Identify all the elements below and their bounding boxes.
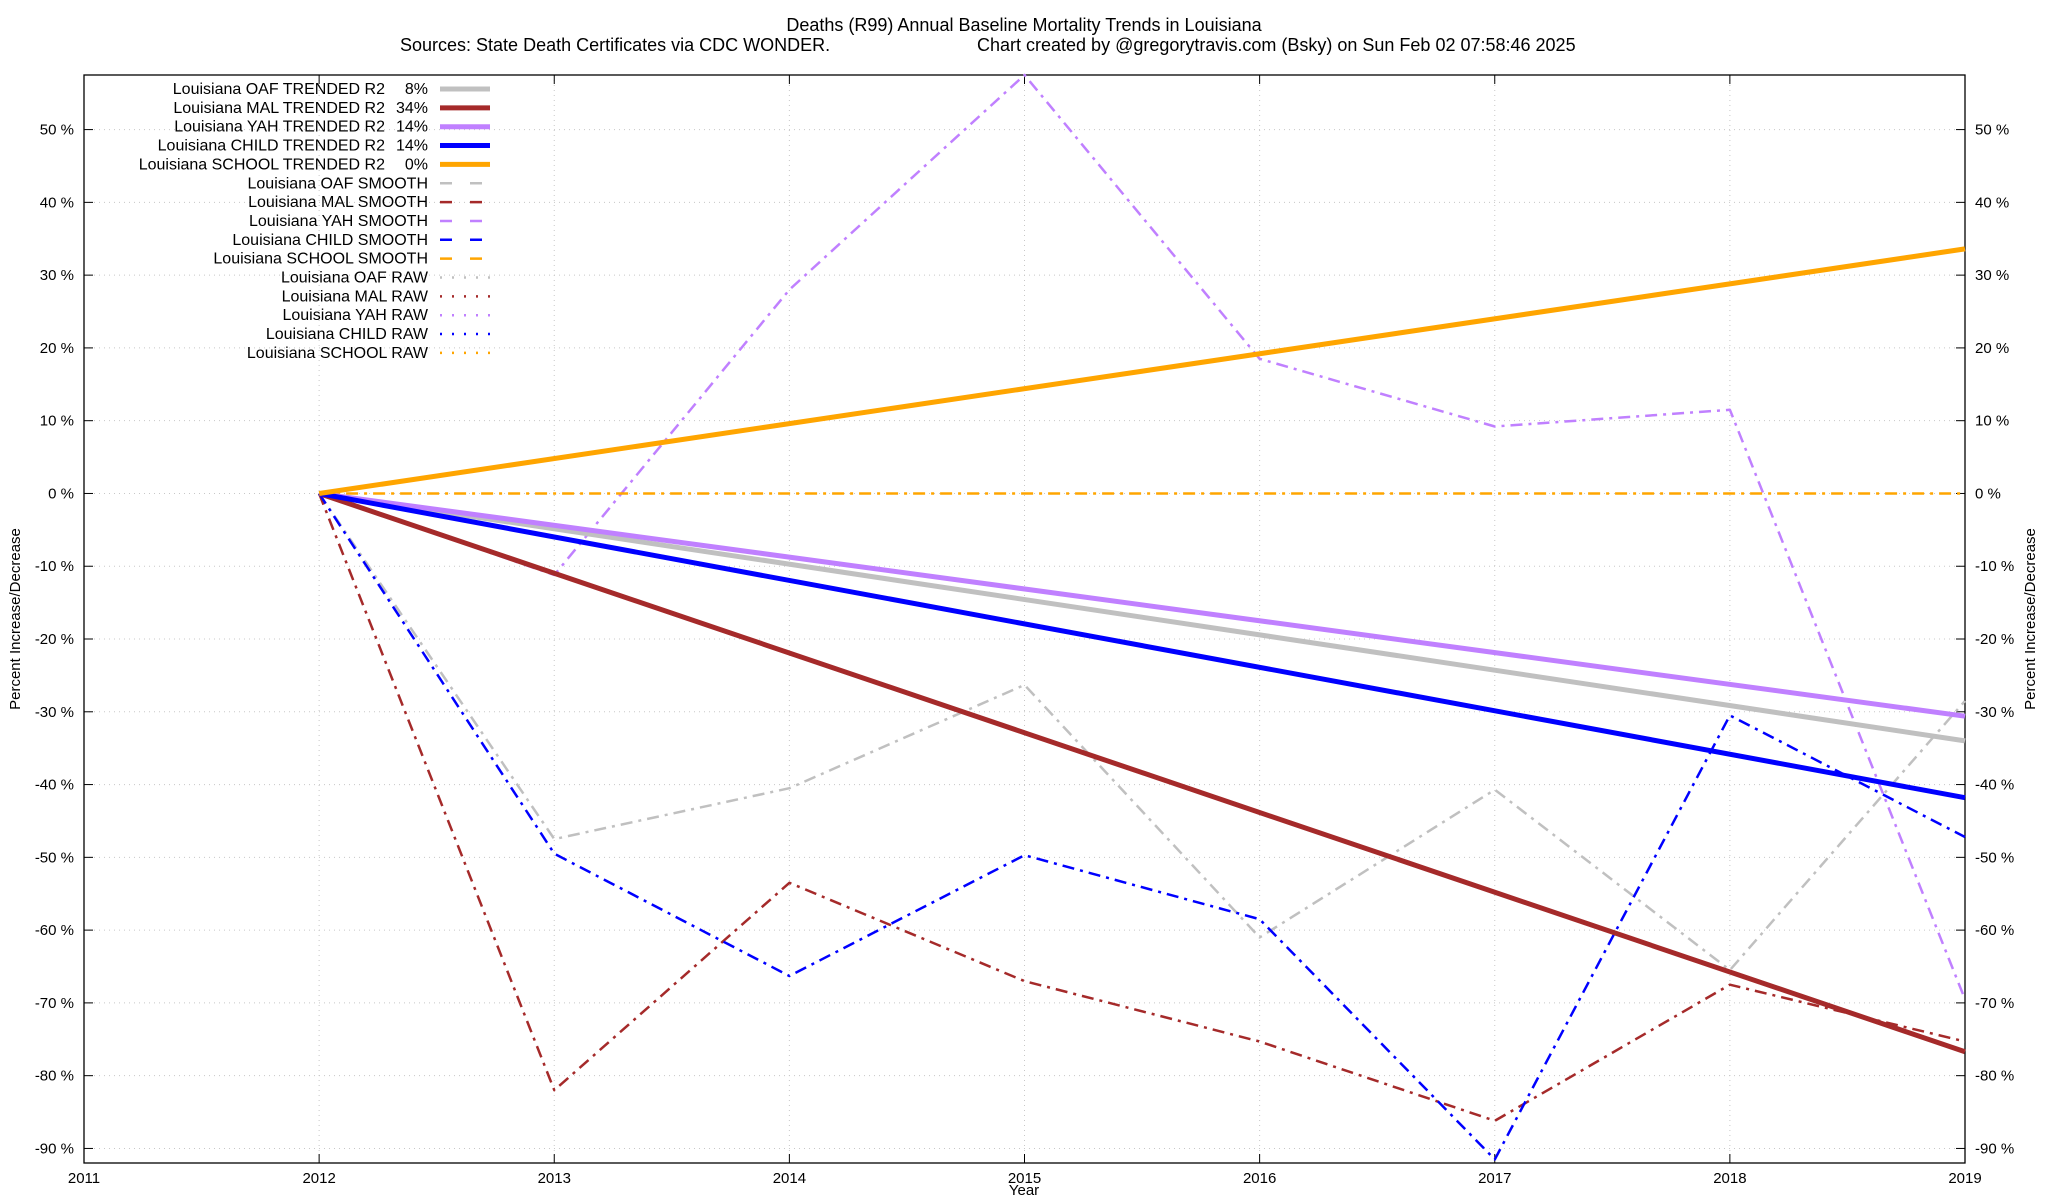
legend-label: Louisiana OAF TRENDED R2 <box>173 81 385 98</box>
y-tick-label-right: 40 % <box>1975 194 2009 211</box>
y-tick-label-left: -50 % <box>35 849 74 866</box>
y-tick-label-right: -40 % <box>1975 777 2014 794</box>
y-tick-label-left: 30 % <box>40 267 74 284</box>
y-tick-label-right: -60 % <box>1975 922 2014 939</box>
legend-label: Louisiana YAH TRENDED R2 <box>174 119 385 136</box>
y-tick-label-left: -70 % <box>35 995 74 1012</box>
legend-r2-value: 14% <box>396 119 428 136</box>
y-tick-label-right: 30 % <box>1975 267 2009 284</box>
y-tick-label-left: -20 % <box>35 631 74 648</box>
series-line-louisiana-school-trended-r2 <box>318 246 1966 496</box>
y-tick-label-right: -80 % <box>1975 1068 2014 1085</box>
series-line-louisiana-mal-smooth <box>317 493 1966 1123</box>
y-tick-label-left: -80 % <box>35 1068 74 1085</box>
y-tick-label-right: -20 % <box>1975 631 2014 648</box>
legend-label: Louisiana OAF SMOOTH <box>248 175 429 192</box>
legend: Louisiana OAF TRENDED R2 8% Louisiana MAL … <box>139 81 490 362</box>
y-tick-label-right: 50 % <box>1975 122 2009 139</box>
legend-label: Louisiana SCHOOL RAW <box>247 345 429 362</box>
legend-label: Louisiana MAL RAW <box>282 288 429 305</box>
y-axis-label-left: Percent Increase/Decrease <box>7 528 24 710</box>
x-tick-label: 2014 <box>773 1170 806 1187</box>
axis-ticks: 50 % 50 % 40 % 40 % 30 % 30 % 20 % 20 % 10 % 10 %… <box>35 75 2014 1187</box>
y-tick-label-right: -10 % <box>1975 558 2014 575</box>
y-tick-label-left: -40 % <box>35 777 74 794</box>
y-axis-label-right: Percent Increase/Decrease <box>2022 528 2039 710</box>
y-tick-label-right: 20 % <box>1975 340 2009 357</box>
x-tick-label: 2015 <box>1008 1170 1041 1187</box>
y-tick-label-left: 10 % <box>40 413 74 430</box>
series-line-louisiana-mal-trended-r2 <box>318 491 1966 1055</box>
series-line-louisiana-child-trended-r2 <box>318 491 1966 801</box>
chart-title: Deaths (R99) Annual Baseline Mortality T… <box>786 15 1262 35</box>
y-tick-label-left: 50 % <box>40 122 74 139</box>
legend-label: Louisiana CHILD SMOOTH <box>232 232 428 249</box>
chart-subtitle-right: Chart created by @gregorytravis.com (Bsk… <box>977 35 1576 55</box>
legend-r2-value: 8% <box>405 81 428 98</box>
y-tick-label-right: 0 % <box>1975 485 2001 502</box>
legend-label: Louisiana MAL TRENDED R2 <box>173 100 385 117</box>
legend-label: Louisiana YAH RAW <box>282 307 428 324</box>
x-tick-label: 2018 <box>1713 1170 1746 1187</box>
y-tick-label-left: -10 % <box>35 558 74 575</box>
legend-r2-value: 34% <box>396 100 428 117</box>
chart-subtitle-left: Sources: State Death Certificates via CD… <box>400 35 830 55</box>
series-line-louisiana-child-smooth <box>318 492 1966 1161</box>
y-tick-label-right: -70 % <box>1975 995 2014 1012</box>
legend-r2-value: 14% <box>396 138 428 155</box>
x-tick-label: 2013 <box>538 1170 571 1187</box>
legend-label: Louisiana YAH SMOOTH <box>249 213 428 230</box>
y-tick-label-left: -60 % <box>35 922 74 939</box>
series-lines <box>317 73 1967 1161</box>
x-tick-label: 2011 <box>68 1170 100 1187</box>
series-line-louisiana-oaf-smooth <box>318 492 1966 972</box>
y-tick-label-left: 20 % <box>40 340 74 357</box>
legend-label: Louisiana OAF RAW <box>281 270 429 287</box>
legend-label: Louisiana SCHOOL SMOOTH <box>213 251 428 268</box>
x-tick-label: 2016 <box>1243 1170 1276 1187</box>
y-tick-label-left: 0 % <box>48 485 74 502</box>
legend-r2-value: 0% <box>405 156 428 173</box>
series-line-louisiana-oaf-trended-r2 <box>318 491 1966 744</box>
y-tick-label-right: -90 % <box>1975 1140 2014 1157</box>
legend-label: Louisiana CHILD TRENDED R2 <box>158 138 385 155</box>
x-tick-label: 2017 <box>1478 1170 1511 1187</box>
x-axis-label: Year <box>1009 1182 1039 1199</box>
legend-label: Louisiana MAL SMOOTH <box>248 194 428 211</box>
x-tick-label: 2019 <box>1948 1170 1981 1187</box>
y-tick-label-right: -30 % <box>1975 704 2014 721</box>
y-tick-label-left: -90 % <box>35 1140 74 1157</box>
y-tick-label-right: -50 % <box>1975 849 2014 866</box>
series-line-louisiana-yah-smooth <box>318 73 1967 1000</box>
legend-label: Louisiana CHILD RAW <box>266 326 429 343</box>
y-tick-label-right: 10 % <box>1975 413 2009 430</box>
legend-label: Louisiana SCHOOL TRENDED R2 <box>139 156 385 173</box>
y-tick-label-left: 40 % <box>40 194 74 211</box>
y-tick-label-left: -30 % <box>35 704 74 721</box>
x-tick-label: 2012 <box>302 1170 335 1187</box>
series-line-louisiana-yah-trended-r2 <box>318 491 1966 719</box>
